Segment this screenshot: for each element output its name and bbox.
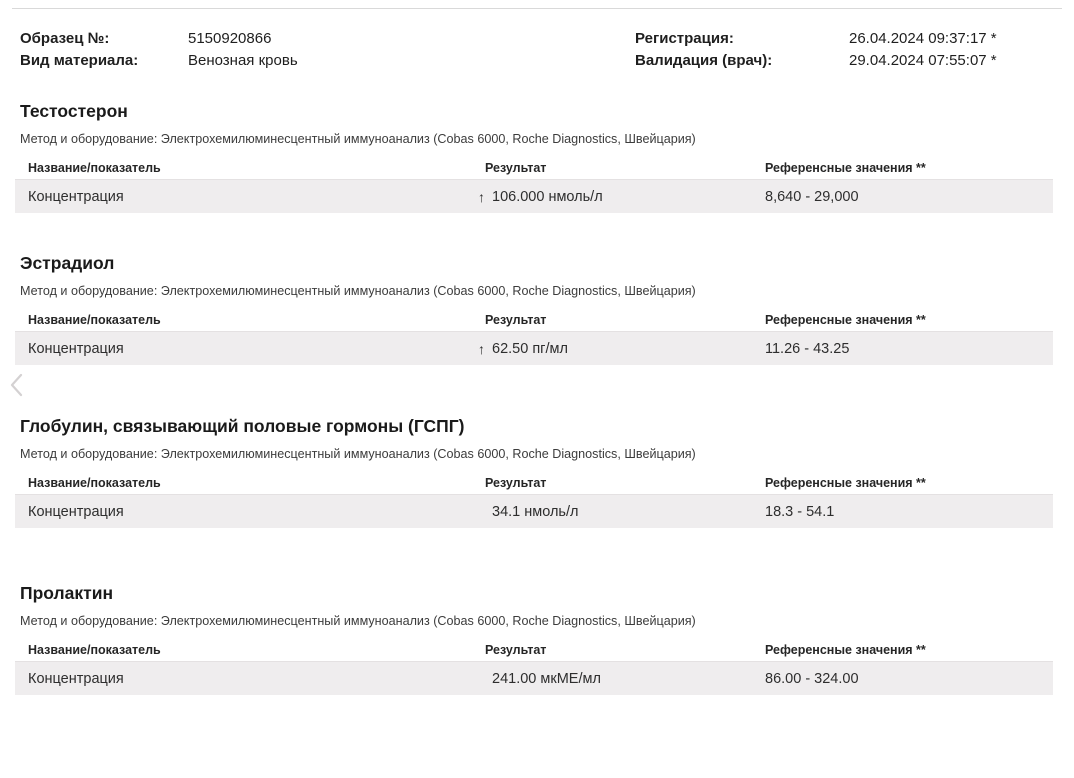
table-header-row: Название/показатель Результат Референсны… — [15, 157, 1053, 179]
section-title: Тестостерон — [20, 101, 128, 121]
parameter-name: Концентрация — [28, 340, 124, 357]
parameter-name: Концентрация — [28, 670, 124, 687]
table-row: Концентрация 34.1 нмоль/л 18.3 - 54.1 — [15, 494, 1053, 528]
column-header-name: Название/показатель — [28, 313, 161, 327]
sample-number-label: Образец №: — [20, 29, 110, 47]
dates-info-block: Регистрация: 26.04.2024 09:37:17 * Валид… — [635, 27, 997, 71]
material-type-row: Вид материала: Венозная кровь — [20, 49, 298, 71]
results-table: Название/показатель Результат Референсны… — [15, 157, 1053, 213]
method-equipment-line: Метод и оборудование: Электрохемилюминес… — [20, 447, 696, 461]
table-row: Концентрация 241.00 мкМЕ/мл 86.00 - 324.… — [15, 661, 1053, 695]
column-header-name: Название/показатель — [28, 161, 161, 175]
validation-value: 29.04.2024 07:55:07 * — [849, 51, 997, 69]
reference-range: 18.3 - 54.1 — [765, 503, 835, 520]
column-header-reference: Референсные значения ** — [765, 313, 926, 327]
result-value: 62.50 пг/мл — [492, 340, 568, 357]
results-table: Название/показатель Результат Референсны… — [15, 309, 1053, 365]
top-divider — [12, 8, 1062, 9]
material-type-value: Венозная кровь — [188, 51, 298, 69]
validation-label: Валидация (врач): — [635, 51, 773, 69]
material-type-label: Вид материала: — [20, 51, 139, 69]
column-header-name: Название/показатель — [28, 643, 161, 657]
section-title: Пролактин — [20, 583, 114, 603]
high-value-arrow-icon: ↑ — [478, 340, 485, 357]
section-title: Глобулин, связывающий половые гормоны (Г… — [20, 416, 465, 436]
result-cell: ↑ 106.000 нмоль/л — [472, 189, 765, 205]
method-equipment-line: Метод и оборудование: Электрохемилюминес… — [20, 614, 696, 628]
result-cell: 241.00 мкМЕ/мл — [472, 671, 765, 687]
result-value: 241.00 мкМЕ/мл — [492, 670, 601, 687]
table-row: Концентрация ↑ 106.000 нмоль/л 8,640 - 2… — [15, 179, 1053, 213]
column-header-result: Результат — [485, 476, 547, 490]
column-header-reference: Референсные значения ** — [765, 476, 926, 490]
method-equipment-line: Метод и оборудование: Электрохемилюминес… — [20, 284, 696, 298]
table-header-row: Название/показатель Результат Референсны… — [15, 639, 1053, 661]
validation-row: Валидация (врач): 29.04.2024 07:55:07 * — [635, 49, 997, 71]
column-header-result: Результат — [485, 643, 547, 657]
method-equipment-line: Метод и оборудование: Электрохемилюминес… — [20, 132, 696, 146]
reference-range: 11.26 - 43.25 — [765, 340, 850, 357]
table-row: Концентрация ↑ 62.50 пг/мл 11.26 - 43.25 — [15, 331, 1053, 365]
column-header-reference: Референсные значения ** — [765, 643, 926, 657]
registration-value: 26.04.2024 09:37:17 * — [849, 29, 997, 47]
result-cell: 34.1 нмоль/л — [472, 504, 765, 520]
sample-info-block: Образец №: 5150920866 Вид материала: Вен… — [20, 27, 298, 71]
section-title: Эстрадиол — [20, 253, 115, 273]
column-header-name: Название/показатель — [28, 476, 161, 490]
result-value: 34.1 нмоль/л — [492, 503, 579, 520]
high-value-arrow-icon: ↑ — [478, 188, 485, 205]
column-header-result: Результат — [485, 313, 547, 327]
chevron-left-icon[interactable] — [7, 372, 25, 398]
table-header-row: Название/показатель Результат Референсны… — [15, 472, 1053, 494]
chevron-left-glyph — [10, 373, 23, 397]
parameter-name: Концентрация — [28, 188, 124, 205]
result-cell: ↑ 62.50 пг/мл — [472, 341, 765, 357]
reference-range: 86.00 - 324.00 — [765, 670, 859, 687]
sample-number-value: 5150920866 — [188, 29, 272, 47]
registration-row: Регистрация: 26.04.2024 09:37:17 * — [635, 27, 997, 49]
table-header-row: Название/показатель Результат Референсны… — [15, 309, 1053, 331]
parameter-name: Концентрация — [28, 503, 124, 520]
results-table: Название/показатель Результат Референсны… — [15, 472, 1053, 528]
column-header-result: Результат — [485, 161, 547, 175]
results-table: Название/показатель Результат Референсны… — [15, 639, 1053, 695]
sample-number-row: Образец №: 5150920866 — [20, 27, 298, 49]
column-header-reference: Референсные значения ** — [765, 161, 926, 175]
reference-range: 8,640 - 29,000 — [765, 188, 859, 205]
registration-label: Регистрация: — [635, 29, 734, 47]
result-value: 106.000 нмоль/л — [492, 188, 603, 205]
